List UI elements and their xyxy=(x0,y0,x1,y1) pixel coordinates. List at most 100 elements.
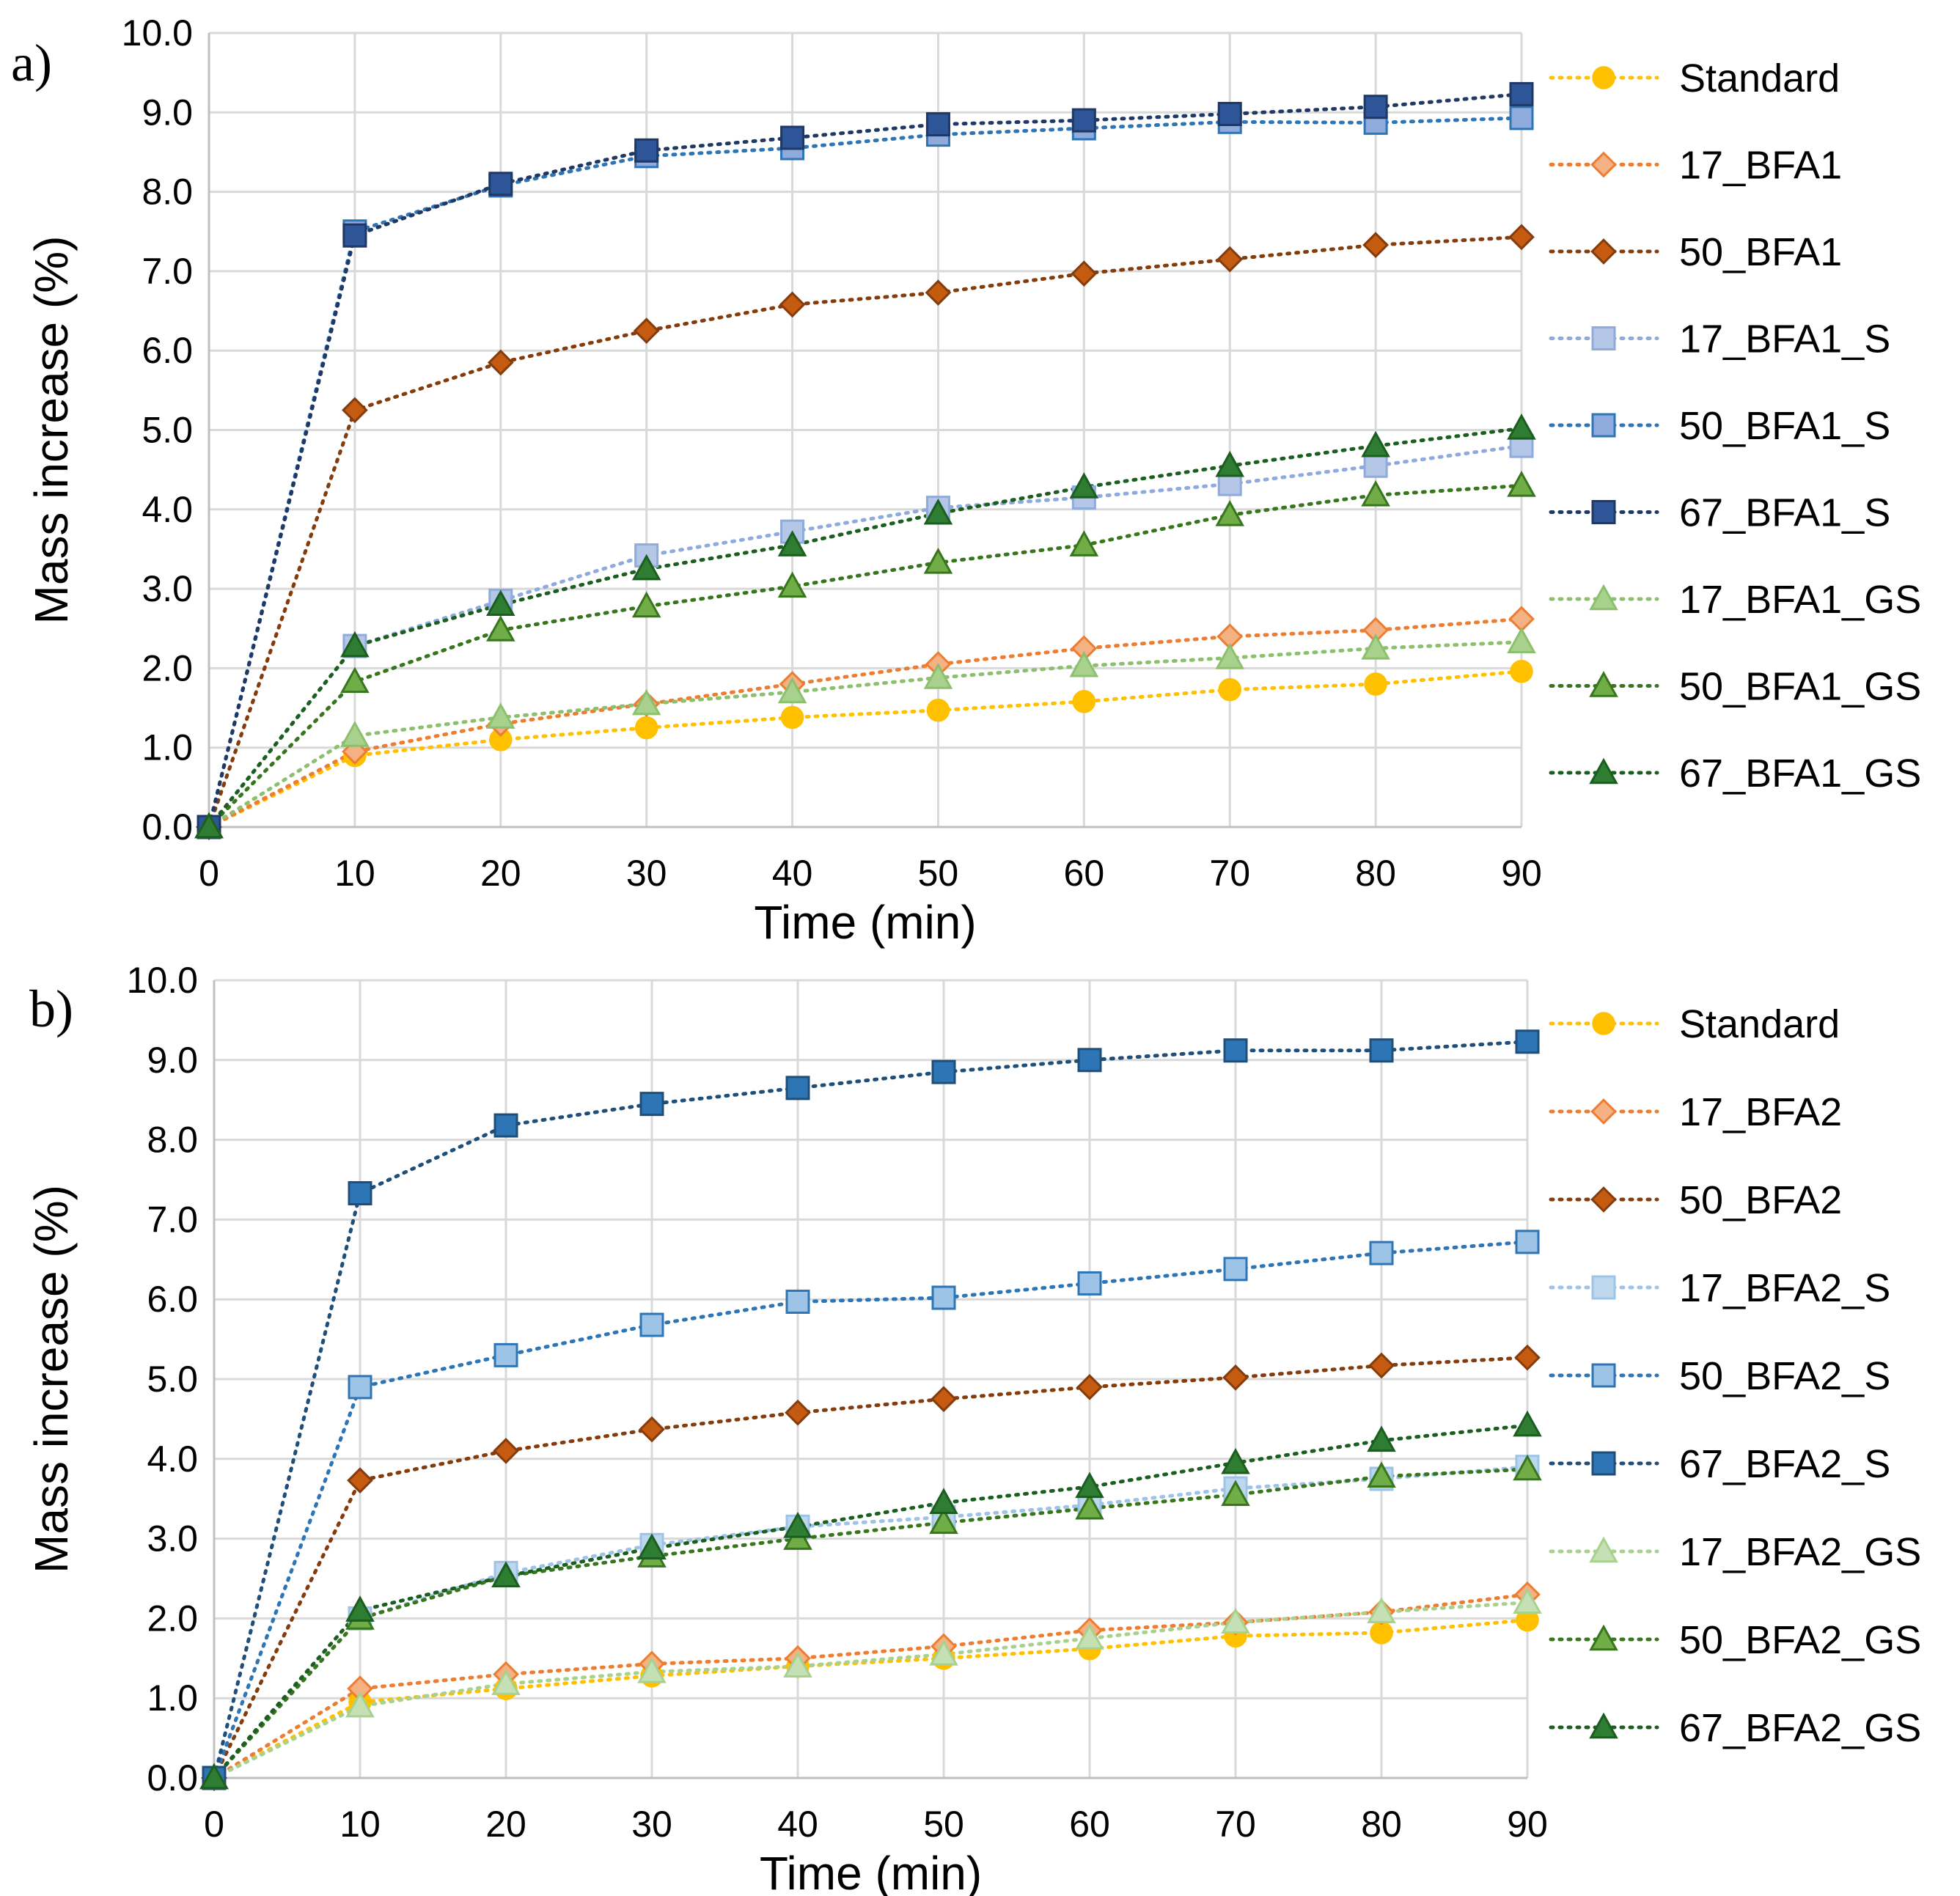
legend-label: 67_BFA1_GS xyxy=(1679,752,1921,795)
data-point xyxy=(1369,1038,1394,1063)
data-point xyxy=(1069,472,1099,499)
x-tick-label: 40 xyxy=(772,853,813,894)
data-point xyxy=(777,677,807,704)
legend-marker xyxy=(1592,1012,1615,1035)
x-axis-title: Time (min) xyxy=(760,1847,982,1896)
data-point xyxy=(1513,1454,1542,1481)
y-tick-label: 5.0 xyxy=(147,1359,198,1400)
series-line xyxy=(207,444,1524,829)
data-point xyxy=(1507,413,1536,440)
data-point xyxy=(1071,260,1098,287)
legend-marker xyxy=(1589,1624,1618,1651)
series-line xyxy=(212,1423,1530,1780)
legend-label: 17_BFA2 xyxy=(1679,1090,1842,1134)
y-tick-label: 7.0 xyxy=(142,251,193,292)
data-point xyxy=(1362,232,1389,259)
data-point xyxy=(923,548,953,574)
data-point xyxy=(931,1285,956,1310)
y-tick-label: 6.0 xyxy=(142,330,193,371)
y-tick-label: 0.0 xyxy=(142,806,193,848)
data-point xyxy=(1363,95,1388,120)
x-tick-label: 50 xyxy=(923,1804,964,1845)
x-tick-label: 0 xyxy=(199,853,219,894)
legend-label: 17_BFA1_GS xyxy=(1679,578,1921,622)
data-point xyxy=(631,591,661,618)
data-point xyxy=(1217,101,1242,126)
data-point xyxy=(1075,1471,1104,1499)
legend-item: 50_BFA1 xyxy=(1549,230,1842,274)
data-point xyxy=(634,716,658,740)
x-tick-label: 60 xyxy=(1064,853,1105,894)
data-point xyxy=(637,1656,667,1683)
legend-item: 17_BFA2_GS xyxy=(1549,1530,1921,1574)
data-point xyxy=(1508,224,1535,251)
legend-marker xyxy=(1590,1186,1617,1213)
legend-label: 67_BFA2_S xyxy=(1679,1442,1890,1486)
data-point xyxy=(487,349,514,376)
x-tick-label: 40 xyxy=(777,1804,818,1845)
data-point xyxy=(1509,106,1534,131)
series-line xyxy=(207,617,1524,829)
data-point xyxy=(1510,659,1533,683)
series-line xyxy=(207,426,1524,829)
data-point xyxy=(929,1507,958,1535)
data-point xyxy=(1507,627,1536,653)
legend-item: 67_BFA1_S xyxy=(1549,491,1890,535)
series-line xyxy=(207,483,1524,829)
legend-label: 50_BFA2_GS xyxy=(1679,1618,1921,1662)
data-point xyxy=(1507,470,1536,497)
data-point xyxy=(348,1375,372,1400)
data-point xyxy=(485,589,515,617)
x-tick-label: 0 xyxy=(204,1804,224,1845)
data-point xyxy=(491,1669,521,1695)
x-tick-label: 70 xyxy=(1209,853,1250,894)
data-point xyxy=(1222,1364,1249,1391)
y-tick-label: 8.0 xyxy=(142,172,193,213)
y-tick-label: 9.0 xyxy=(142,92,193,133)
data-point xyxy=(1221,1447,1250,1474)
legend-label: 67_BFA1_S xyxy=(1679,491,1890,535)
y-tick-label: 3.0 xyxy=(147,1518,198,1559)
data-point xyxy=(1509,81,1534,106)
data-point xyxy=(925,112,950,137)
legend-marker xyxy=(1591,1451,1616,1476)
data-point xyxy=(639,1312,664,1337)
x-tick-label: 70 xyxy=(1215,1804,1256,1845)
legend-marker xyxy=(1591,326,1616,350)
series-line xyxy=(212,1356,1530,1780)
data-point xyxy=(493,1113,518,1138)
legend-marker xyxy=(1589,671,1618,697)
legend-item: 17_BFA1 xyxy=(1549,144,1842,188)
data-point xyxy=(779,291,806,318)
data-point xyxy=(777,571,807,598)
data-point xyxy=(1077,1048,1102,1073)
data-point xyxy=(491,1561,521,1588)
y-tick-label: 2.0 xyxy=(142,647,193,688)
legend-item: Standard xyxy=(1549,1002,1840,1046)
data-point xyxy=(1361,430,1390,458)
y-tick-label: 1.0 xyxy=(142,727,193,768)
data-point xyxy=(923,663,953,689)
data-point xyxy=(1215,500,1245,526)
legend-item: 17_BFA1_GS xyxy=(1549,578,1921,622)
x-tick-label: 60 xyxy=(1069,1804,1110,1845)
legend-marker xyxy=(1589,1536,1618,1563)
legend-marker xyxy=(1591,413,1616,438)
data-point xyxy=(485,702,515,729)
x-tick-label: 30 xyxy=(631,1804,672,1845)
legend-label: 17_BFA2_GS xyxy=(1679,1530,1921,1574)
legend-label: Standard xyxy=(1679,1002,1840,1046)
legend-label: 17_BFA1 xyxy=(1679,144,1842,188)
legend-marker xyxy=(1590,238,1617,265)
legend-item: 50_BFA1_GS xyxy=(1549,665,1921,709)
data-point xyxy=(1223,1038,1248,1063)
data-point xyxy=(1368,1352,1395,1379)
data-point xyxy=(493,1342,518,1367)
data-point xyxy=(780,705,804,730)
data-point xyxy=(1363,453,1388,478)
x-tick-label: 90 xyxy=(1507,1804,1548,1845)
data-point xyxy=(1216,246,1244,273)
legend-item: 67_BFA1_GS xyxy=(1549,752,1921,795)
data-point xyxy=(1367,1597,1396,1623)
data-point xyxy=(340,631,370,658)
